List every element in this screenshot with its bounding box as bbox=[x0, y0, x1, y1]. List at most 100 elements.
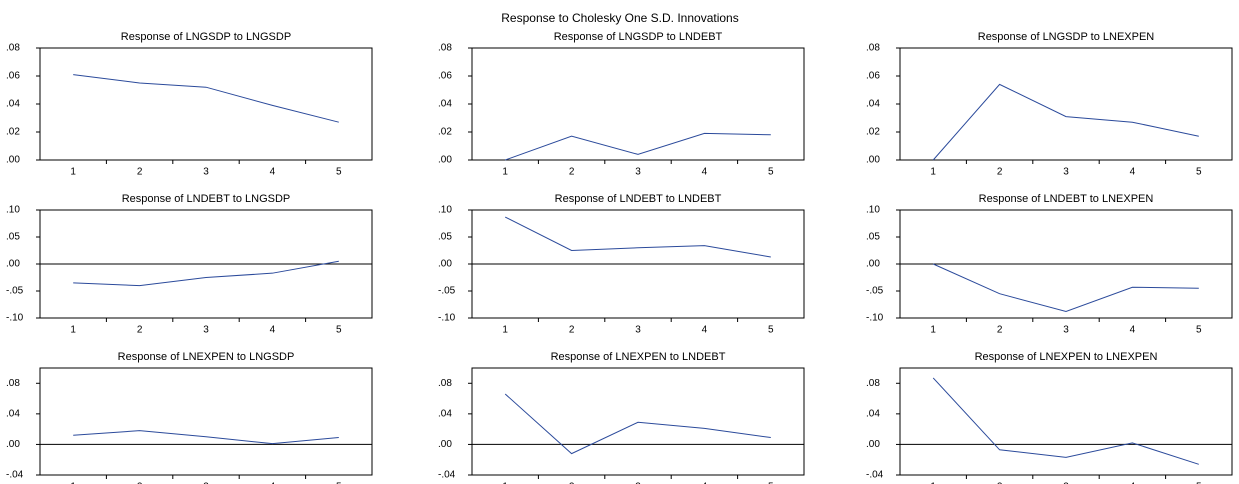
y-tick-label: .00 bbox=[6, 155, 20, 166]
y-tick-label: .06 bbox=[438, 71, 452, 82]
x-tick-label: 5 bbox=[336, 482, 342, 484]
y-tick-label: .05 bbox=[6, 232, 20, 243]
x-tick-label: 5 bbox=[1196, 482, 1202, 484]
y-tick-label: .08 bbox=[438, 378, 452, 389]
x-tick-label: 4 bbox=[270, 325, 276, 336]
y-tick-label: .00 bbox=[6, 439, 20, 450]
x-tick-label: 1 bbox=[70, 482, 76, 484]
series-line bbox=[504, 393, 771, 455]
series-line bbox=[73, 260, 339, 287]
y-tick-label: .02 bbox=[438, 127, 452, 138]
subplot-title: Response of LNEXPEN to LNGSDP bbox=[118, 351, 295, 363]
x-tick-label: 3 bbox=[635, 482, 641, 484]
x-tick-label: 5 bbox=[768, 482, 774, 484]
y-tick-label: .05 bbox=[438, 232, 452, 243]
y-tick-label: .10 bbox=[866, 205, 880, 216]
y-tick-label: -.04 bbox=[438, 470, 456, 481]
x-tick-label: 5 bbox=[1196, 167, 1202, 178]
x-tick-label: 2 bbox=[569, 325, 575, 336]
y-tick-label: .04 bbox=[438, 99, 452, 110]
y-tick-label: .10 bbox=[6, 205, 20, 216]
x-tick-label: 1 bbox=[502, 167, 508, 178]
x-tick-label: 5 bbox=[1196, 325, 1202, 336]
y-tick-label: .02 bbox=[866, 127, 880, 138]
series-line bbox=[932, 83, 1199, 161]
x-tick-label: 2 bbox=[997, 482, 1003, 484]
subplot-title: Response of LNDEBT to LNEXPEN bbox=[979, 193, 1154, 205]
y-tick-label: .06 bbox=[6, 71, 20, 82]
subplot-title: Response of LNGSDP to LNDEBT bbox=[554, 31, 723, 43]
y-tick-label: .04 bbox=[866, 99, 880, 110]
y-tick-label: .10 bbox=[438, 205, 452, 216]
x-tick-label: 5 bbox=[336, 325, 342, 336]
x-tick-label: 1 bbox=[930, 167, 936, 178]
y-tick-label: .08 bbox=[438, 43, 452, 54]
x-tick-label: 3 bbox=[1063, 325, 1069, 336]
x-tick-label: 5 bbox=[768, 325, 774, 336]
x-tick-label: 1 bbox=[70, 325, 76, 336]
x-tick-label: 3 bbox=[1063, 167, 1069, 178]
y-tick-label: .04 bbox=[6, 99, 20, 110]
y-tick-label: .08 bbox=[6, 378, 20, 389]
x-tick-label: 2 bbox=[997, 325, 1003, 336]
plot-frame bbox=[899, 367, 1233, 476]
y-tick-label: .08 bbox=[866, 43, 880, 54]
x-tick-label: 2 bbox=[137, 325, 143, 336]
y-tick-label: .00 bbox=[438, 259, 452, 270]
x-tick-label: 4 bbox=[1130, 167, 1136, 178]
x-tick-label: 3 bbox=[1063, 482, 1069, 484]
y-tick-label: -.10 bbox=[866, 313, 884, 324]
subplot-title: Response of LNEXPEN to LNDEBT bbox=[551, 351, 726, 363]
x-tick-label: 2 bbox=[997, 167, 1003, 178]
y-tick-label: -.10 bbox=[6, 313, 24, 324]
y-tick-label: .02 bbox=[6, 127, 20, 138]
x-tick-label: 2 bbox=[137, 482, 143, 484]
y-tick-label: .08 bbox=[6, 43, 20, 54]
y-tick-label: -.10 bbox=[438, 313, 456, 324]
chart-title: Response to Cholesky One S.D. Innovation… bbox=[501, 11, 738, 25]
x-tick-label: 1 bbox=[70, 167, 76, 178]
x-tick-label: 4 bbox=[1130, 325, 1136, 336]
x-tick-label: 1 bbox=[502, 482, 508, 484]
x-tick-label: 3 bbox=[635, 167, 641, 178]
y-tick-label: .06 bbox=[866, 71, 880, 82]
subplot-title: Response of LNGSDP to LNEXPEN bbox=[978, 31, 1155, 43]
x-tick-label: 3 bbox=[203, 167, 209, 178]
series-line bbox=[932, 263, 1199, 313]
x-tick-label: 4 bbox=[702, 482, 708, 484]
series-line bbox=[73, 74, 339, 123]
x-tick-label: 4 bbox=[1130, 482, 1136, 484]
series-line bbox=[73, 430, 339, 445]
y-tick-label: .00 bbox=[866, 439, 880, 450]
y-tick-label: -.04 bbox=[866, 470, 884, 481]
y-tick-label: .05 bbox=[866, 232, 880, 243]
plot-frame bbox=[471, 47, 805, 161]
x-tick-label: 3 bbox=[203, 325, 209, 336]
x-tick-label: 5 bbox=[768, 167, 774, 178]
y-tick-label: -.05 bbox=[438, 286, 456, 297]
x-tick-label: 2 bbox=[137, 167, 143, 178]
y-tick-label: .04 bbox=[6, 408, 20, 419]
x-tick-label: 4 bbox=[702, 167, 708, 178]
x-tick-label: 3 bbox=[203, 482, 209, 484]
x-tick-label: 4 bbox=[702, 325, 708, 336]
y-tick-label: -.05 bbox=[6, 286, 24, 297]
plot-frame bbox=[39, 47, 373, 161]
plot-frame bbox=[899, 47, 1233, 161]
y-tick-label: -.05 bbox=[866, 286, 884, 297]
y-tick-label: -.04 bbox=[6, 470, 24, 481]
subplot-title: Response of LNEXPEN to LNEXPEN bbox=[975, 351, 1158, 363]
plot-frame bbox=[471, 367, 805, 476]
y-tick-label: .08 bbox=[866, 378, 880, 389]
y-tick-label: .00 bbox=[866, 155, 880, 166]
x-tick-label: 4 bbox=[270, 167, 276, 178]
x-tick-label: 1 bbox=[930, 482, 936, 484]
series-line bbox=[932, 377, 1199, 465]
x-tick-label: 2 bbox=[569, 167, 575, 178]
x-tick-label: 5 bbox=[336, 167, 342, 178]
x-tick-label: 1 bbox=[502, 325, 508, 336]
y-tick-label: .00 bbox=[866, 259, 880, 270]
plot-frame bbox=[39, 367, 373, 476]
